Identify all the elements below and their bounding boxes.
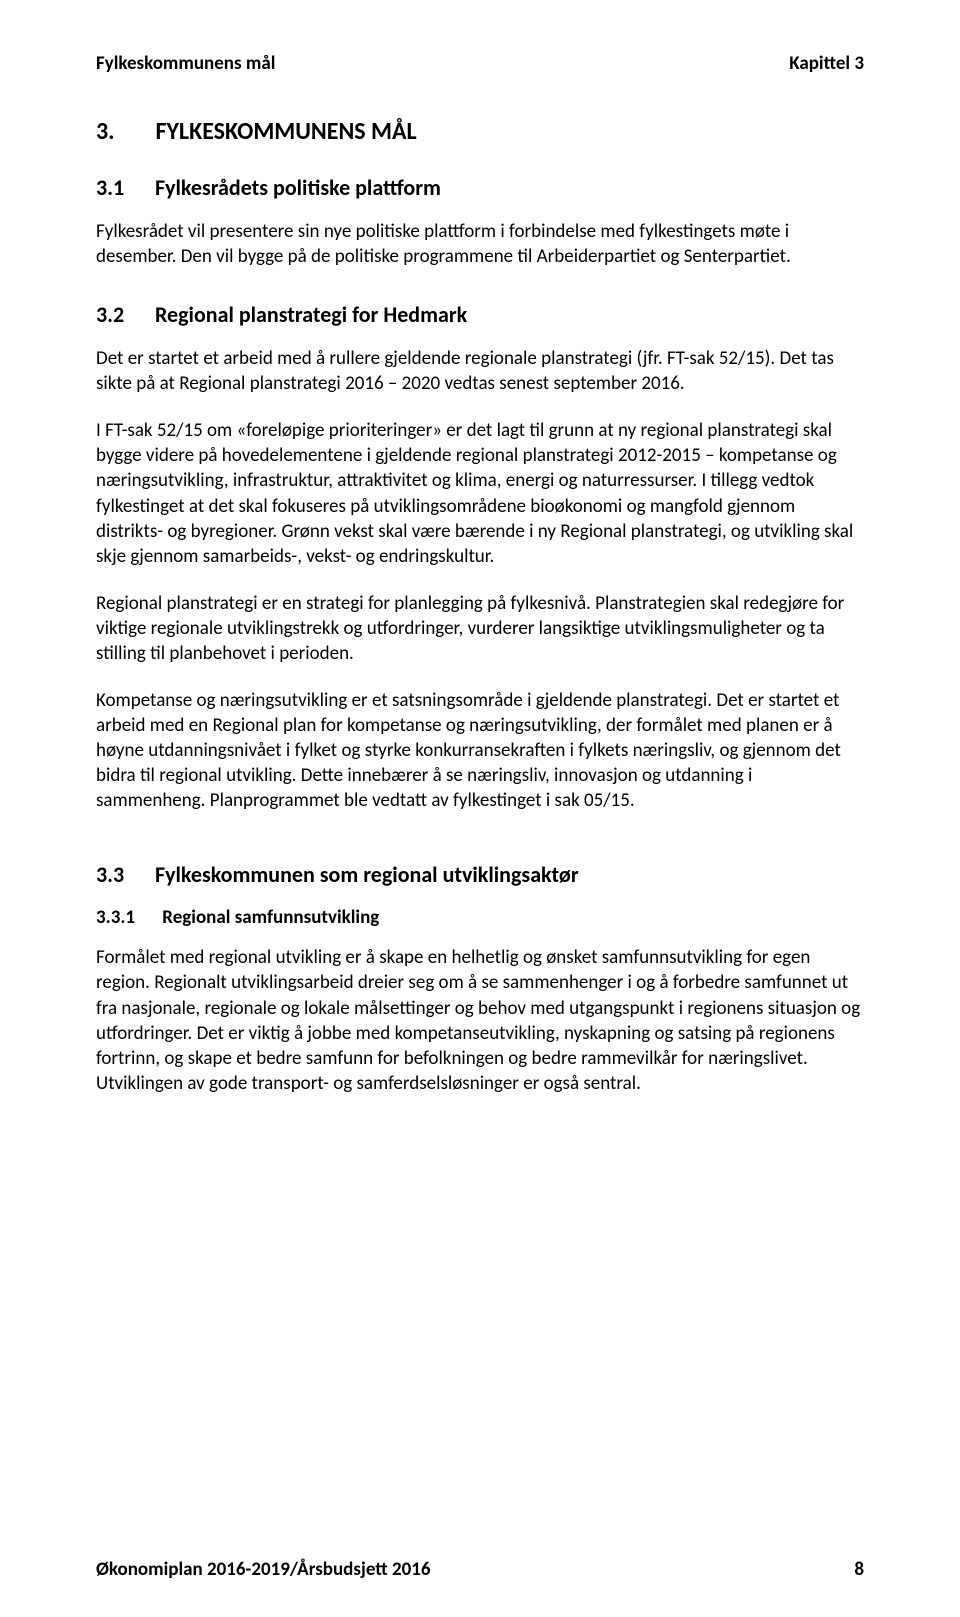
h31-text: Fylkesrådets politiske plattform xyxy=(155,174,441,201)
paragraph-3-3-1-1: Formålet med regional utvikling er å ska… xyxy=(96,945,864,1095)
footer-left: Økonomiplan 2016-2019/Årsbudsjett 2016 xyxy=(96,1558,431,1581)
paragraph-3-2-1: Det er startet et arbeid med å rullere g… xyxy=(96,346,864,396)
heading-3-1: 3.1 Fylkesrådets politiske plattform xyxy=(96,174,864,201)
h1-number: 3. xyxy=(96,117,150,146)
h331-number: 3.3.1 xyxy=(96,906,158,929)
h31-number: 3.1 xyxy=(96,174,150,201)
header-left: Fylkeskommunens mål xyxy=(96,52,275,75)
heading-3-3: 3.3 Fylkeskommunen som regional utviklin… xyxy=(96,861,864,888)
h1-text: FYLKESKOMMUNENS MÅL xyxy=(155,117,416,146)
h331-text: Regional samfunnsutvikling xyxy=(162,906,379,929)
paragraph-3-2-2: I FT-sak 52/15 om «foreløpige prioriteri… xyxy=(96,418,864,568)
heading-1: 3. FYLKESKOMMUNENS MÅL xyxy=(96,117,864,146)
heading-3-2: 3.2 Regional planstrategi for Hedmark xyxy=(96,301,864,328)
h33-number: 3.3 xyxy=(96,861,150,888)
paragraph-3-2-3: Regional planstrategi er en strategi for… xyxy=(96,591,864,666)
footer-page-number: 8 xyxy=(854,1558,864,1581)
paragraph-3-2-4: Kompetanse og næringsutvikling er et sat… xyxy=(96,688,864,813)
paragraph-3-1-1: Fylkesrådet vil presentere sin nye polit… xyxy=(96,219,864,269)
h32-text: Regional planstrategi for Hedmark xyxy=(155,301,467,328)
h32-number: 3.2 xyxy=(96,301,150,328)
h33-text: Fylkeskommunen som regional utviklingsak… xyxy=(155,861,579,888)
heading-3-3-1: 3.3.1 Regional samfunnsutvikling xyxy=(96,906,864,929)
header-right: Kapittel 3 xyxy=(789,52,864,75)
